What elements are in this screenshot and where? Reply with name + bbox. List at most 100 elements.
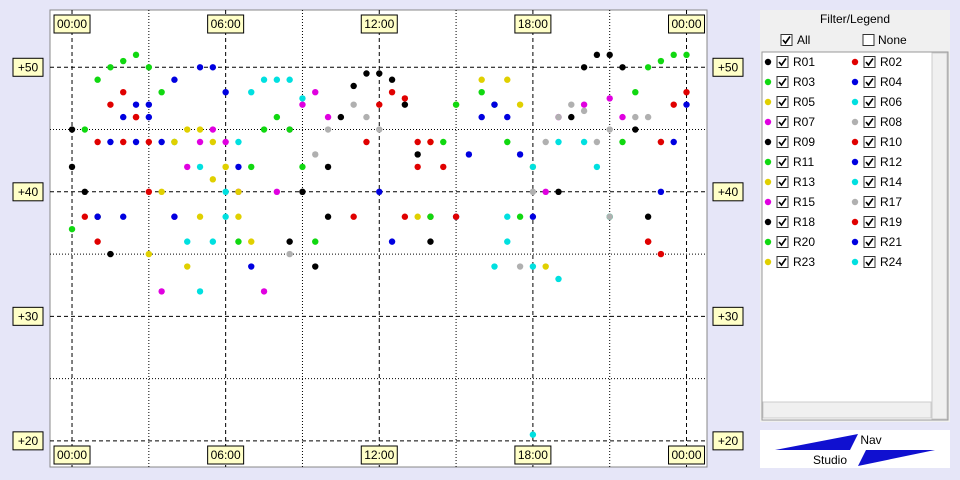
checkbox[interactable] [776, 56, 789, 68]
checkmark[interactable] [865, 198, 874, 207]
legend-label[interactable]: R19 [880, 215, 902, 229]
data-point [260, 288, 268, 295]
checkbox[interactable] [863, 256, 876, 268]
checkmark[interactable] [778, 178, 787, 187]
data-point [81, 188, 89, 196]
checkbox[interactable] [776, 96, 789, 108]
legend-label[interactable]: R21 [880, 235, 902, 249]
checkmark[interactable] [865, 178, 874, 187]
data-point [529, 263, 537, 270]
data-point [568, 101, 575, 108]
checkbox[interactable] [863, 96, 876, 108]
checkmark[interactable] [865, 238, 874, 247]
data-point [299, 163, 306, 171]
checkmark[interactable] [865, 138, 874, 147]
legend-label[interactable]: R05 [793, 95, 815, 109]
checkbox[interactable] [780, 34, 793, 46]
checkmark[interactable] [778, 78, 787, 87]
checkbox[interactable] [863, 236, 876, 248]
legend-label[interactable]: R15 [793, 195, 815, 209]
checkbox[interactable] [862, 34, 875, 46]
data-point [184, 238, 191, 245]
data-point [619, 113, 626, 121]
checkmark[interactable] [778, 198, 787, 207]
legend-label[interactable]: R10 [880, 135, 902, 149]
checkbox[interactable] [863, 176, 876, 188]
checkbox[interactable] [863, 216, 876, 228]
legend-label[interactable]: R18 [793, 215, 815, 229]
legend-label[interactable]: R07 [793, 115, 815, 129]
data-point [363, 113, 370, 121]
checkmark[interactable] [778, 118, 787, 127]
data-point [68, 163, 76, 171]
checkbox[interactable] [863, 136, 876, 148]
checkbox[interactable] [863, 116, 876, 128]
filter-option[interactable]: All [797, 33, 810, 47]
data-point [235, 188, 242, 196]
checkbox[interactable] [863, 196, 876, 208]
legend-label[interactable]: R13 [793, 175, 815, 189]
checkmark[interactable] [778, 258, 787, 267]
legend-label[interactable]: R03 [793, 75, 815, 89]
checkmark[interactable] [865, 218, 874, 227]
legend-label[interactable]: R06 [880, 95, 902, 109]
legend-label[interactable]: R04 [880, 75, 902, 89]
legend-label[interactable]: R17 [880, 195, 902, 209]
checkbox[interactable] [776, 136, 789, 148]
checkbox[interactable] [776, 156, 789, 168]
legend-marker [851, 118, 859, 126]
checkmark[interactable] [778, 158, 787, 167]
checkbox[interactable] [863, 56, 876, 68]
legend-label[interactable]: R08 [880, 115, 902, 129]
x-tick-label: 00:00 [672, 17, 702, 31]
checkbox[interactable] [776, 116, 789, 128]
scrollbar[interactable] [931, 52, 948, 420]
x-tick-label-box [668, 14, 706, 34]
legend-label[interactable]: R14 [880, 175, 902, 189]
checkmark[interactable] [782, 36, 791, 45]
checkbox[interactable] [776, 76, 789, 88]
checkbox[interactable] [776, 216, 789, 228]
data-point [158, 188, 165, 196]
checkbox[interactable] [776, 236, 789, 248]
checkmark[interactable] [778, 218, 787, 227]
checkbox[interactable] [863, 156, 876, 168]
h-scrollbar[interactable] [762, 401, 932, 419]
checkbox[interactable] [863, 76, 876, 88]
checkmark[interactable] [778, 58, 787, 67]
checkmark[interactable] [865, 158, 874, 167]
legend-label[interactable]: R20 [793, 235, 815, 249]
legend-label[interactable]: R01 [793, 55, 815, 69]
checkmark[interactable] [865, 78, 874, 87]
checkmark[interactable] [778, 138, 787, 147]
data-point [299, 101, 306, 108]
checkmark[interactable] [865, 98, 874, 107]
legend-label[interactable]: R24 [880, 255, 902, 269]
data-point [516, 263, 524, 270]
data-point [580, 64, 588, 71]
checkbox[interactable] [776, 176, 789, 188]
checkmark[interactable] [778, 238, 787, 247]
checkmark[interactable] [865, 258, 874, 267]
data-point [184, 263, 191, 270]
legend-label[interactable]: R02 [880, 55, 902, 69]
legend-label[interactable]: R11 [793, 155, 814, 169]
legend-label[interactable]: R09 [793, 135, 815, 149]
checkmark[interactable] [865, 118, 874, 127]
data-point [529, 431, 537, 438]
data-point [593, 51, 601, 59]
checkmark[interactable] [778, 98, 787, 107]
data-point [196, 138, 204, 146]
checkbox[interactable] [776, 256, 789, 268]
checkmark[interactable] [865, 58, 874, 67]
data-point [632, 88, 639, 96]
data-point [683, 51, 690, 59]
legend-label[interactable]: R23 [793, 255, 815, 269]
data-point [273, 113, 281, 121]
filter-option[interactable]: None [878, 33, 907, 47]
checkbox[interactable] [776, 196, 789, 208]
data-point [235, 238, 242, 245]
legend-label[interactable]: R12 [880, 155, 902, 169]
data-point [299, 95, 306, 102]
x-tick-label: 12:00 [364, 17, 394, 31]
